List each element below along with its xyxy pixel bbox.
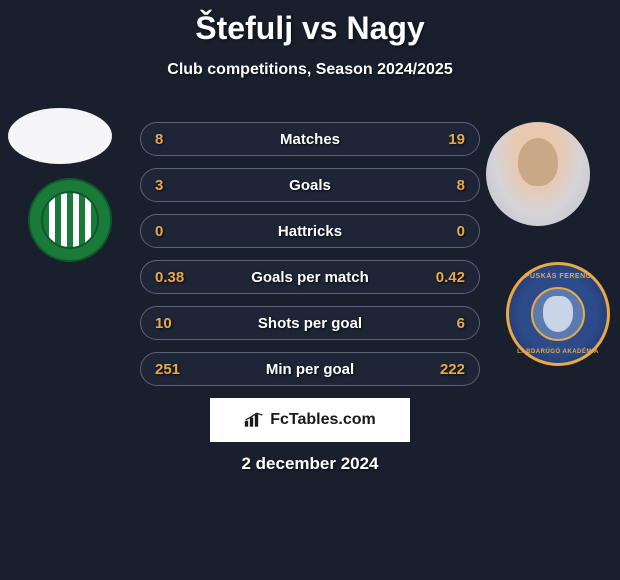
- player-right-photo: [486, 122, 590, 226]
- club-badge-left: [28, 178, 112, 262]
- badge-right-text-top: PUSKÁS FERENC: [525, 273, 591, 280]
- chart-icon: [244, 412, 264, 428]
- stat-label: Hattricks: [215, 223, 405, 240]
- brand-badge[interactable]: FcTables.com: [210, 398, 410, 442]
- club-badge-right: PUSKÁS FERENC LABDARÚGÓ AKADÉMIA: [506, 262, 610, 366]
- stat-right-value: 6: [405, 315, 465, 332]
- stats-table: 8 Matches 19 3 Goals 8 0 Hattricks 0 0.3…: [140, 122, 480, 398]
- stat-label: Min per goal: [215, 361, 405, 378]
- stat-row: 8 Matches 19: [140, 122, 480, 156]
- stat-right-value: 222: [405, 361, 465, 378]
- stat-right-value: 19: [405, 131, 465, 148]
- stat-left-value: 0.38: [155, 269, 215, 286]
- club-badge-right-inner: [531, 287, 585, 341]
- player-left-photo: [8, 108, 112, 164]
- stat-left-value: 8: [155, 131, 215, 148]
- stat-label: Goals per match: [215, 269, 405, 286]
- stat-right-value: 0.42: [405, 269, 465, 286]
- stat-row: 3 Goals 8: [140, 168, 480, 202]
- brand-text: FcTables.com: [270, 411, 376, 429]
- stat-right-value: 0: [405, 223, 465, 240]
- club-badge-left-shield: [41, 191, 99, 249]
- stat-row: 0.38 Goals per match 0.42: [140, 260, 480, 294]
- badge-right-text-bottom: LABDARÚGÓ AKADÉMIA: [517, 349, 599, 355]
- stat-left-value: 3: [155, 177, 215, 194]
- page-subtitle: Club competitions, Season 2024/2025: [0, 61, 620, 79]
- stat-left-value: 0: [155, 223, 215, 240]
- stat-row: 10 Shots per goal 6: [140, 306, 480, 340]
- stat-left-value: 10: [155, 315, 215, 332]
- stat-label: Shots per goal: [215, 315, 405, 332]
- stat-right-value: 8: [405, 177, 465, 194]
- comparison-card: Štefulj vs Nagy Club competitions, Seaso…: [0, 0, 620, 580]
- stat-label: Matches: [215, 131, 405, 148]
- stat-row: 0 Hattricks 0: [140, 214, 480, 248]
- stat-label: Goals: [215, 177, 405, 194]
- stat-row: 251 Min per goal 222: [140, 352, 480, 386]
- page-title: Štefulj vs Nagy: [0, 10, 620, 47]
- stat-left-value: 251: [155, 361, 215, 378]
- date-text: 2 december 2024: [0, 454, 620, 474]
